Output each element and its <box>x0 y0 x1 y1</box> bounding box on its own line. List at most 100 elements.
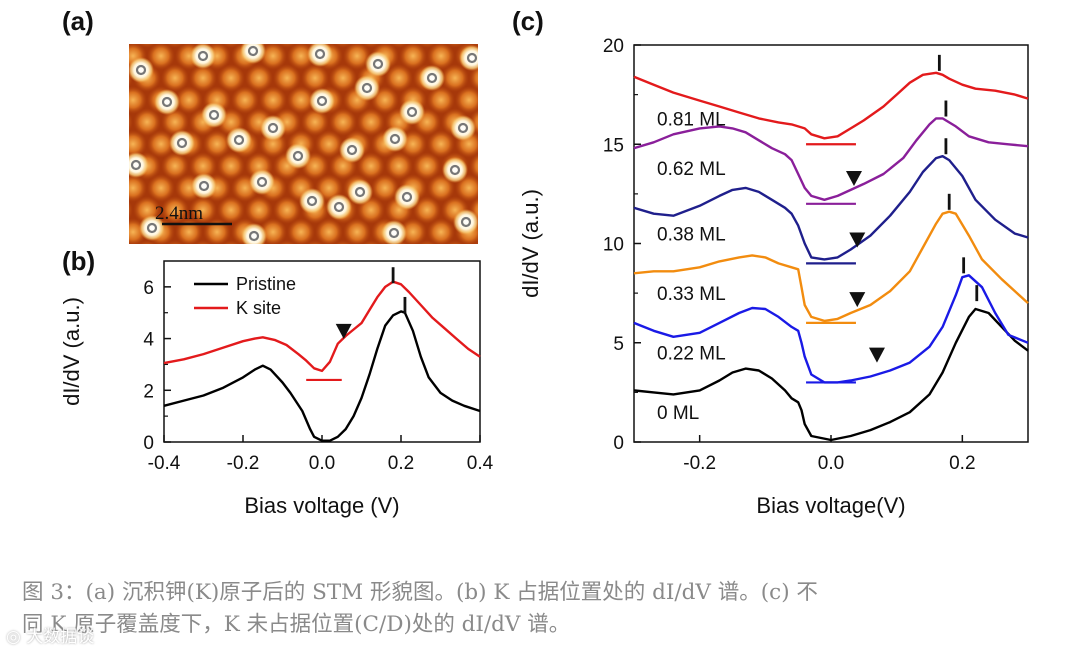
k-atom-ring <box>208 109 220 121</box>
k-atom-glow <box>354 75 380 101</box>
x-tick-label: -0.2 <box>227 453 260 474</box>
stm-lattice-bump <box>189 64 217 92</box>
k-atom-ring <box>333 201 345 213</box>
y-tick-label: 10 <box>603 235 624 256</box>
series-label: 0.81 ML <box>657 109 726 130</box>
k-atom-glow <box>129 57 154 83</box>
stm-lattice-bump <box>129 130 147 158</box>
chart-b: (b) -0.4 -0.2 0.0 0.2 0.4 0 2 4 6 Bias voltage (V)… <box>59 246 494 518</box>
stm-lattice-bump <box>361 44 381 48</box>
k-atom-glow <box>154 89 180 115</box>
k-atom-glow <box>249 169 275 195</box>
k-atom-glow <box>226 127 252 153</box>
k-atom-glow <box>240 44 266 64</box>
stm-lattice-bump <box>441 64 469 92</box>
series-line-0-ml <box>633 307 1029 442</box>
k-atom-ring <box>354 186 366 198</box>
stm-lattice-bump <box>473 240 478 244</box>
stm-lattice-bump <box>469 152 478 180</box>
k-atom-ring <box>146 222 158 234</box>
x-tick-label: -0.2 <box>683 453 716 474</box>
stm-lattice-bump <box>301 108 329 136</box>
stm-lattice-bump <box>245 196 273 224</box>
stm-lattice-bump <box>427 44 455 70</box>
k-atom-ring <box>426 72 438 84</box>
stm-lattice-bump <box>161 108 189 136</box>
stm-lattice-bump <box>161 152 189 180</box>
k-atom-glow <box>139 215 165 241</box>
series-line-0.33-ml <box>633 210 1029 323</box>
panel-b-label: (b) <box>62 246 95 276</box>
k-atom-glow <box>190 44 216 69</box>
stm-lattice-bump <box>277 240 297 244</box>
stm-topography-image <box>105 44 511 268</box>
stm-lattice-bump <box>371 174 399 202</box>
stm-lattice-bump <box>259 44 287 70</box>
k-atom-glow <box>326 194 352 220</box>
stm-lattice-bump <box>245 64 273 92</box>
k-atom-ring <box>389 133 401 145</box>
stm-lattice-bump <box>137 240 157 244</box>
stm-lattice-bump <box>333 240 353 244</box>
stm-lattice-bump <box>217 152 245 180</box>
stm-lattice-bump <box>469 64 478 92</box>
stm-lattice-bump <box>259 86 287 114</box>
k-atom-ring <box>256 176 268 188</box>
k-atom-glow <box>399 99 425 125</box>
triangle-marker <box>849 232 866 248</box>
stm-lattice-bump <box>455 86 478 114</box>
k-atom-glow <box>129 152 149 178</box>
k-atom-ring <box>401 191 413 203</box>
stm-lattice-bump <box>133 108 161 136</box>
stm-lattice-bump <box>483 218 511 246</box>
stm-lattice-bump <box>417 240 437 244</box>
stm-lattice-bump <box>315 218 343 244</box>
k-atom-ring <box>198 180 210 192</box>
k-atom-glow <box>453 209 478 235</box>
stm-lattice-bump <box>333 44 353 48</box>
chart-c-xlabel: Bias voltage(V) <box>756 493 905 518</box>
stm-lattice-bump <box>161 64 189 92</box>
stm-lattice-bump <box>413 196 441 224</box>
stm-lattice-bump <box>161 196 189 224</box>
stm-lattice-bump <box>389 240 409 244</box>
k-atom-ring <box>372 58 384 70</box>
x-tick-label: 0.4 <box>467 453 494 474</box>
series-line-k-site <box>163 280 481 373</box>
caption-line-2: 同 K 原子覆盖度下，K 未占据位置(C/D)处的 dI/dV 谱。 <box>22 612 571 637</box>
series-line-0.62-ml <box>633 117 1029 202</box>
stm-lattice-bump <box>277 44 297 48</box>
triangle-marker <box>335 323 352 339</box>
k-atom-ring <box>388 227 400 239</box>
x-tick-label: -0.4 <box>148 453 181 474</box>
k-atom-ring <box>316 95 328 107</box>
stm-lattice-bump <box>105 240 133 268</box>
k-atom-ring <box>267 122 279 134</box>
stm-lattice-bump <box>147 44 175 70</box>
k-atom-ring <box>247 45 259 57</box>
stm-lattice-bump <box>273 64 301 92</box>
stm-lattice-bump <box>129 174 147 202</box>
series-label: 0.22 ML <box>657 344 726 365</box>
watermark: ◎ 大数据谈 <box>6 622 94 647</box>
stm-lattice-bump <box>189 152 217 180</box>
stm-lattice-bump <box>129 200 133 220</box>
k-atom-ring <box>306 195 318 207</box>
y-tick-label: 2 <box>143 381 154 402</box>
stm-lattice-bump <box>147 174 175 202</box>
triangle-marker <box>849 292 866 308</box>
k-atom-ring <box>176 137 188 149</box>
stm-lattice-bump <box>361 240 381 244</box>
stm-lattice-bump <box>357 108 385 136</box>
stm-lattice-bump <box>129 156 133 176</box>
k-atom-ring <box>314 48 326 60</box>
stm-lattice-bump <box>129 68 133 88</box>
stm-lattice-bump <box>427 86 455 114</box>
y-tick-label: 6 <box>143 278 154 299</box>
k-atom-ring <box>292 150 304 162</box>
k-atom-ring <box>346 144 358 156</box>
panel-a-label: (a) <box>62 6 94 36</box>
k-atom-glow <box>241 223 267 244</box>
stm-lattice-bump <box>287 86 315 114</box>
